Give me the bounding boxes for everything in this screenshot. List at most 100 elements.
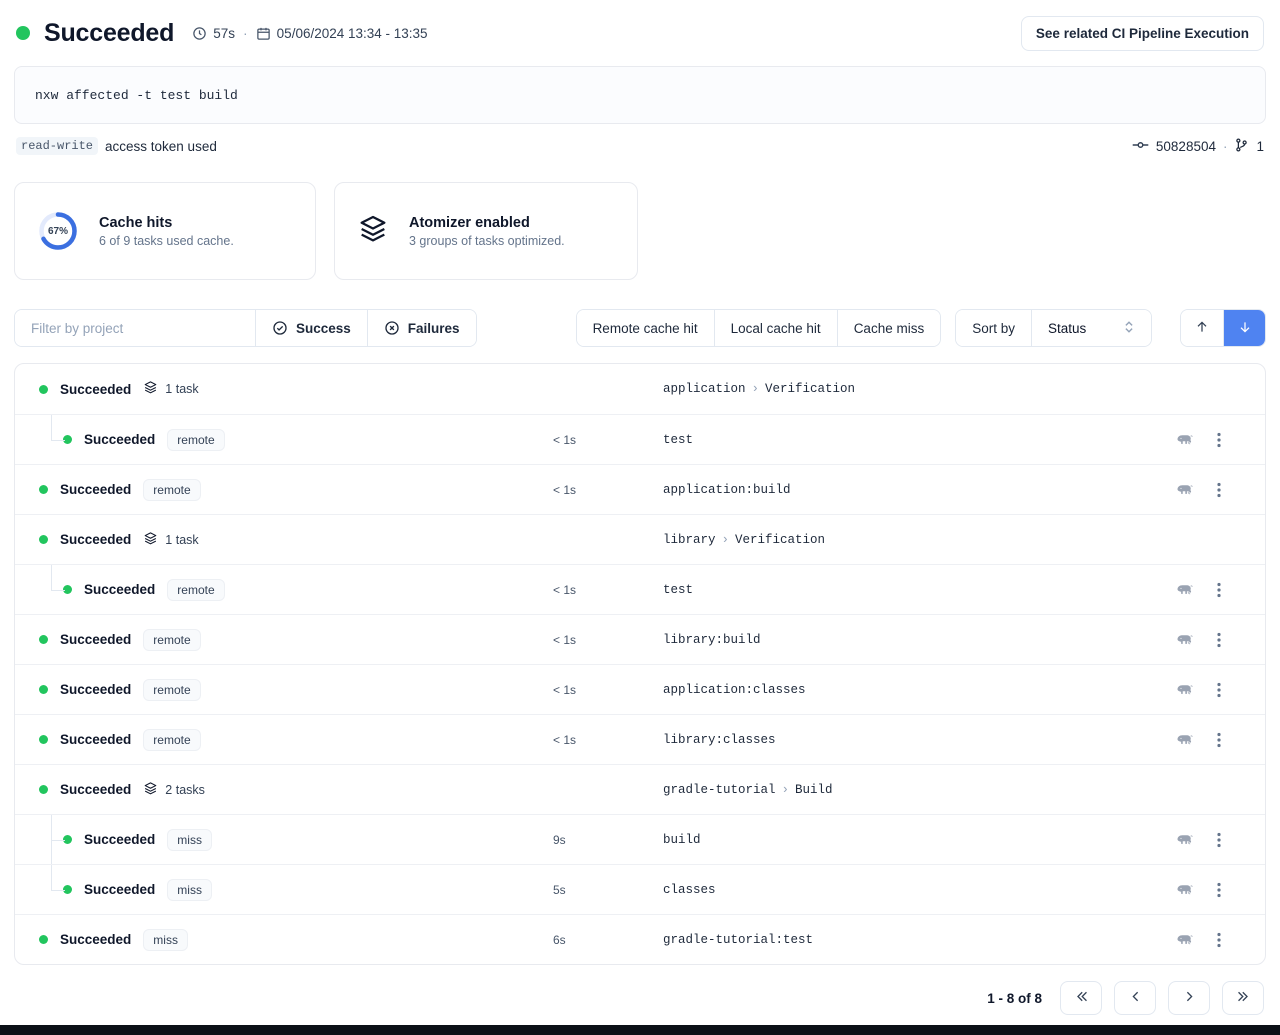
table-row[interactable]: Succeeded remote < 1s application:build xyxy=(15,464,1265,514)
row-phase-name: Verification xyxy=(735,532,826,547)
vcs-separator: · xyxy=(1222,138,1228,154)
row-status-label: Succeeded xyxy=(60,682,132,697)
row-breadcrumb: library › Verification xyxy=(663,533,1155,547)
status-dot xyxy=(63,885,72,894)
table-row[interactable]: Succeeded remote < 1s test xyxy=(15,564,1265,614)
more-vertical-icon[interactable] xyxy=(1217,882,1221,898)
table-row[interactable]: Succeeded remote < 1s application:classes xyxy=(15,664,1265,714)
pagination-next-button[interactable] xyxy=(1168,981,1210,1015)
row-group-meta: 1 task xyxy=(143,380,199,398)
run-datetime: 05/06/2024 13:34 - 13:35 xyxy=(276,25,428,41)
project-filter-group: Success Failures xyxy=(14,309,477,347)
more-vertical-icon[interactable] xyxy=(1217,732,1221,748)
pagination-first-button[interactable] xyxy=(1060,981,1102,1015)
row-task-count: 1 task xyxy=(165,532,199,547)
row-status-cell: Succeeded miss xyxy=(15,878,553,901)
filter-failures-button[interactable]: Failures xyxy=(366,310,476,346)
row-status-label: Succeeded xyxy=(60,782,132,797)
pagination-prev-button[interactable] xyxy=(1114,981,1156,1015)
run-duration: 57s xyxy=(213,25,235,41)
row-task-name: test xyxy=(663,432,694,447)
row-status-label: Succeeded xyxy=(84,832,156,847)
branch-icon xyxy=(1234,137,1249,156)
arrow-down-icon xyxy=(1237,319,1253,338)
cache-hits-text: Cache hits 6 of 9 tasks used cache. xyxy=(99,215,234,248)
table-row[interactable]: Succeeded 1 task library › Verification xyxy=(15,514,1265,564)
status-dot xyxy=(39,485,48,494)
table-row[interactable]: Succeeded remote < 1s library:classes xyxy=(15,714,1265,764)
gradle-elephant-icon[interactable] xyxy=(1175,482,1195,498)
chevron-updown-icon xyxy=(1123,319,1135,338)
sort-descending-button[interactable] xyxy=(1223,310,1265,346)
x-circle-icon xyxy=(384,320,400,336)
filter-success-button[interactable]: Success xyxy=(255,310,367,346)
more-vertical-icon[interactable] xyxy=(1217,682,1221,698)
row-status-cell: Succeeded remote xyxy=(15,678,553,701)
row-project-name: gradle-tutorial xyxy=(663,782,776,797)
gradle-elephant-icon[interactable] xyxy=(1175,582,1195,598)
layers-icon xyxy=(143,531,158,549)
row-task-name: library:build xyxy=(663,632,761,647)
row-status-cell: Succeeded 1 task xyxy=(15,380,553,398)
row-cache-tag: remote xyxy=(143,728,201,751)
bottom-bar xyxy=(0,1025,1280,1035)
status-dot xyxy=(63,585,72,594)
gradle-elephant-icon[interactable] xyxy=(1175,882,1195,898)
more-vertical-icon[interactable] xyxy=(1217,632,1221,648)
row-task-name: test xyxy=(663,582,694,597)
row-duration: 5s xyxy=(553,882,566,897)
see-related-ci-pipeline-button[interactable]: See related CI Pipeline Execution xyxy=(1020,15,1264,51)
table-row[interactable]: Succeeded miss 6s gradle-tutorial:test xyxy=(15,914,1265,964)
row-actions xyxy=(1155,632,1265,648)
filter-remote-cache-hit-button[interactable]: Remote cache hit xyxy=(576,310,714,346)
cache-hits-card: 67% Cache hits 6 of 9 tasks used cache. xyxy=(14,182,316,280)
row-task-name: gradle-tutorial:test xyxy=(663,932,814,947)
row-cache-tag: miss xyxy=(167,878,212,901)
row-status-label: Succeeded xyxy=(60,381,132,397)
row-project-name: application xyxy=(663,382,746,396)
row-breadcrumb: gradle-tutorial › Build xyxy=(663,783,1155,797)
table-row[interactable]: Succeeded 1 task application › Verification xyxy=(15,364,1265,414)
page-header: Succeeded 57s · 05/06/2024 13:34 - 13:35… xyxy=(12,0,1268,66)
filter-toolbar: Success Failures Remote cache hit Local … xyxy=(12,280,1268,347)
row-phase-name: Verification xyxy=(765,382,856,396)
breadcrumb-separator: › xyxy=(721,532,730,547)
gradle-elephant-icon[interactable] xyxy=(1175,932,1195,948)
row-task-name: application:build xyxy=(663,482,791,497)
gradle-elephant-icon[interactable] xyxy=(1175,832,1195,848)
table-row[interactable]: Succeeded 2 tasks gradle-tutorial › Build xyxy=(15,764,1265,814)
breadcrumb-separator: › xyxy=(751,382,760,396)
row-status-label: Succeeded xyxy=(84,582,156,597)
gradle-elephant-icon[interactable] xyxy=(1175,682,1195,698)
row-duration: < 1s xyxy=(553,432,577,447)
filter-local-cache-hit-button[interactable]: Local cache hit xyxy=(713,310,837,346)
row-status-cell: Succeeded miss xyxy=(15,828,553,851)
more-vertical-icon[interactable] xyxy=(1217,432,1221,448)
row-task-count: 2 tasks xyxy=(165,782,205,797)
filter-cache-miss-button[interactable]: Cache miss xyxy=(836,310,941,346)
more-vertical-icon[interactable] xyxy=(1217,482,1221,498)
more-vertical-icon[interactable] xyxy=(1217,582,1221,598)
donut-chart-icon: 67% xyxy=(37,210,79,252)
sort-ascending-button[interactable] xyxy=(1181,310,1223,346)
table-row[interactable]: Succeeded remote < 1s test xyxy=(15,414,1265,464)
cache-hits-subtitle: 6 of 9 tasks used cache. xyxy=(99,233,234,248)
status-dot xyxy=(16,26,30,40)
table-row[interactable]: Succeeded remote < 1s library:build xyxy=(15,614,1265,664)
row-breadcrumb: application › Verification xyxy=(663,382,1155,396)
gradle-elephant-icon[interactable] xyxy=(1175,432,1195,448)
more-vertical-icon[interactable] xyxy=(1217,932,1221,948)
search-input[interactable] xyxy=(15,310,255,346)
table-row[interactable]: Succeeded miss 5s classes xyxy=(15,864,1265,914)
sort-by-select[interactable]: Status xyxy=(1031,310,1151,346)
gradle-elephant-icon[interactable] xyxy=(1175,732,1195,748)
commit-icon xyxy=(1132,138,1149,155)
pagination-last-button[interactable] xyxy=(1222,981,1264,1015)
more-vertical-icon[interactable] xyxy=(1217,832,1221,848)
row-status-label: Succeeded xyxy=(60,632,132,647)
table-row[interactable]: Succeeded miss 9s build xyxy=(15,814,1265,864)
gradle-elephant-icon[interactable] xyxy=(1175,632,1195,648)
row-status-cell: Succeeded remote xyxy=(15,478,553,501)
status-dot xyxy=(39,384,48,394)
